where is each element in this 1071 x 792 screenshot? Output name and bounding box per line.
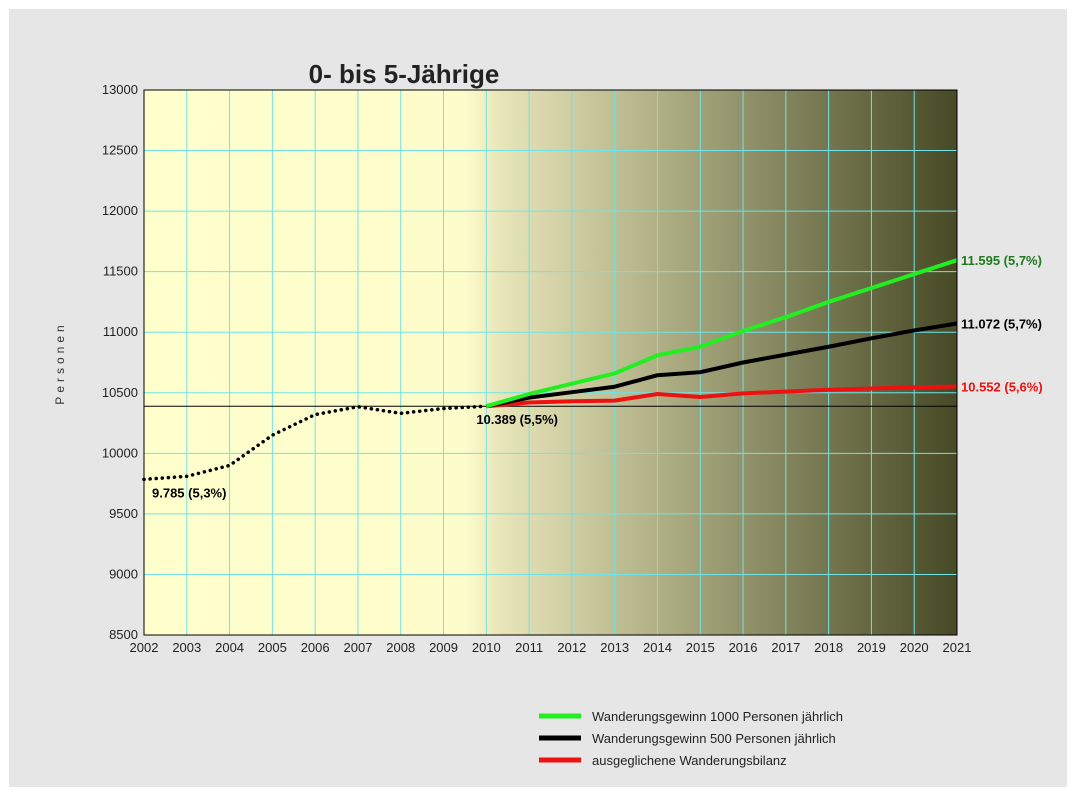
data-label: 10.389 (5,5%) (476, 412, 558, 427)
x-tick-label: 2014 (643, 640, 672, 655)
y-tick-label: 9000 (109, 566, 138, 581)
data-label: 10.552 (5,6%) (961, 379, 1043, 394)
x-tick-label: 2012 (557, 640, 586, 655)
chart-frame: 8500 9000 9500 10000 10500 11000 11500 12000 125… (9, 9, 1067, 787)
x-tick-label: 2006 (301, 640, 330, 655)
data-label: 9.785 (5,3%) (152, 485, 226, 500)
data-label: 11.595 (5,7%) (961, 253, 1042, 268)
series-line-2 (485, 321, 958, 409)
x-tick-label: 2011 (515, 640, 543, 655)
x-tick-label: 2005 (258, 640, 287, 655)
data-label: 11.072 (5,7%) (961, 317, 1042, 332)
x-tick-label: 2013 (600, 640, 629, 655)
series-line-1 (485, 258, 958, 409)
y-tick-label: 12500 (102, 143, 138, 158)
x-axis-tick-labels: 2002 2003 2004 2005 2006 2007 2008 2009 2010 2011… (130, 640, 972, 655)
x-tick-label: 2002 (130, 640, 159, 655)
y-tick-label: 10000 (102, 445, 138, 460)
x-tick-label: 2017 (771, 640, 800, 655)
data-labels: 9.785 (5,3%) 10.389 (5,5%) 11.595 (5,7%) 11… (152, 253, 1043, 500)
series-lines (142, 258, 958, 482)
y-axis-tick-labels: 8500 9000 9500 10000 10500 11000 11500 12000 125… (102, 82, 138, 642)
y-tick-label: 10500 (102, 385, 138, 400)
legend-label: Wanderungsgewinn 1000 Personen jährlich (592, 709, 843, 724)
y-tick-label: 12000 (102, 203, 138, 218)
x-tick-label: 2003 (172, 640, 201, 655)
plot-border (143, 89, 958, 636)
x-tick-label: 2020 (900, 640, 929, 655)
plot-background (144, 90, 957, 635)
x-tick-label: 2015 (686, 640, 715, 655)
x-tick-label: 2009 (429, 640, 458, 655)
legend: Wanderungsgewinn 1000 Personen jährlich W… (539, 709, 843, 768)
y-tick-label: 11500 (103, 264, 138, 279)
y-tick-label: 11000 (103, 324, 138, 339)
y-tick-label: 13000 (102, 82, 138, 97)
legend-label: Wanderungsgewinn 500 Personen jährlich (592, 731, 836, 746)
x-tick-label: 2016 (729, 640, 758, 655)
y-tick-label: 8500 (109, 627, 138, 642)
x-tick-label: 2008 (386, 640, 415, 655)
chart-title: 0- bis 5-Jährige (309, 59, 500, 89)
y-tick-label: 9500 (109, 506, 138, 521)
y-axis-label: Personen (53, 321, 67, 404)
x-tick-label: 2004 (215, 640, 244, 655)
x-tick-label: 2018 (814, 640, 843, 655)
legend-label: ausgeglichene Wanderungsbilanz (592, 753, 787, 768)
x-tick-label: 2007 (343, 640, 372, 655)
line-chart: 8500 9000 9500 10000 10500 11000 11500 12000 125… (53, 59, 1043, 768)
x-tick-label: 2019 (857, 640, 886, 655)
x-tick-label: 2021 (943, 640, 972, 655)
x-tick-label: 2010 (472, 640, 501, 655)
grid-lines (143, 89, 958, 636)
series-line-3 (486, 384, 958, 409)
